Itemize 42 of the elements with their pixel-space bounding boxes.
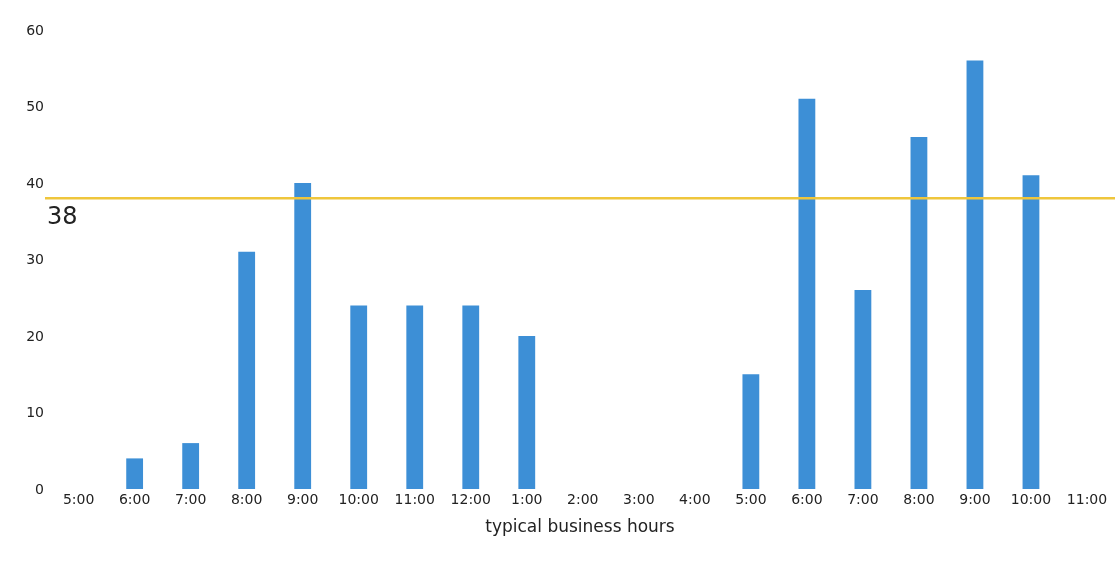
y-tick-label: 60 bbox=[26, 21, 44, 38]
y-tick-label: 30 bbox=[26, 251, 44, 268]
x-tick-label: 6:00 bbox=[791, 491, 823, 507]
bar bbox=[238, 251, 256, 489]
x-tick-label: 12:00 bbox=[450, 491, 491, 507]
bar bbox=[350, 305, 368, 489]
x-tick-label: 10:00 bbox=[338, 491, 379, 507]
x-tick-label: 9:00 bbox=[959, 491, 991, 507]
x-tick-label: 11:00 bbox=[394, 491, 435, 507]
x-tick-label: 7:00 bbox=[847, 491, 879, 507]
bar bbox=[910, 137, 928, 489]
y-tick-label: 50 bbox=[26, 98, 44, 115]
x-tick-label: 5:00 bbox=[62, 491, 95, 507]
ref-line-label: 38 bbox=[47, 202, 78, 230]
y-tick-label: 0 bbox=[35, 480, 44, 497]
x-tick-label: 4:00 bbox=[679, 491, 711, 507]
x-tick-label: 7:00 bbox=[174, 491, 207, 507]
y-tick-label: 10 bbox=[26, 404, 44, 421]
bar bbox=[742, 374, 760, 489]
x-tick-label: 1:00 bbox=[511, 491, 543, 507]
bar bbox=[126, 458, 144, 489]
x-tick-label: 5:00 bbox=[735, 491, 767, 507]
x-tick-label: 10:00 bbox=[1010, 491, 1052, 507]
bar bbox=[462, 305, 480, 489]
x-tick-label: 6:00 bbox=[118, 491, 151, 507]
y-tick-label: 40 bbox=[26, 174, 44, 191]
bar bbox=[518, 336, 536, 489]
x-tick-label: 9:00 bbox=[286, 491, 319, 507]
bar bbox=[1022, 175, 1040, 489]
bar bbox=[854, 290, 872, 489]
x-tick-label: 8:00 bbox=[230, 491, 263, 507]
y-tick-label: 20 bbox=[26, 327, 44, 344]
bar bbox=[294, 183, 312, 489]
x-axis-title: typical business hours bbox=[485, 516, 675, 537]
x-tick-label: 2:00 bbox=[567, 491, 599, 507]
bar bbox=[966, 60, 984, 489]
x-tick-label: 3:00 bbox=[623, 491, 655, 507]
bar bbox=[406, 305, 424, 489]
x-tick-label: 8:00 bbox=[903, 491, 935, 507]
bar bbox=[798, 98, 816, 489]
bar bbox=[182, 443, 200, 489]
x-tick-label: 11:00 bbox=[1066, 491, 1108, 507]
